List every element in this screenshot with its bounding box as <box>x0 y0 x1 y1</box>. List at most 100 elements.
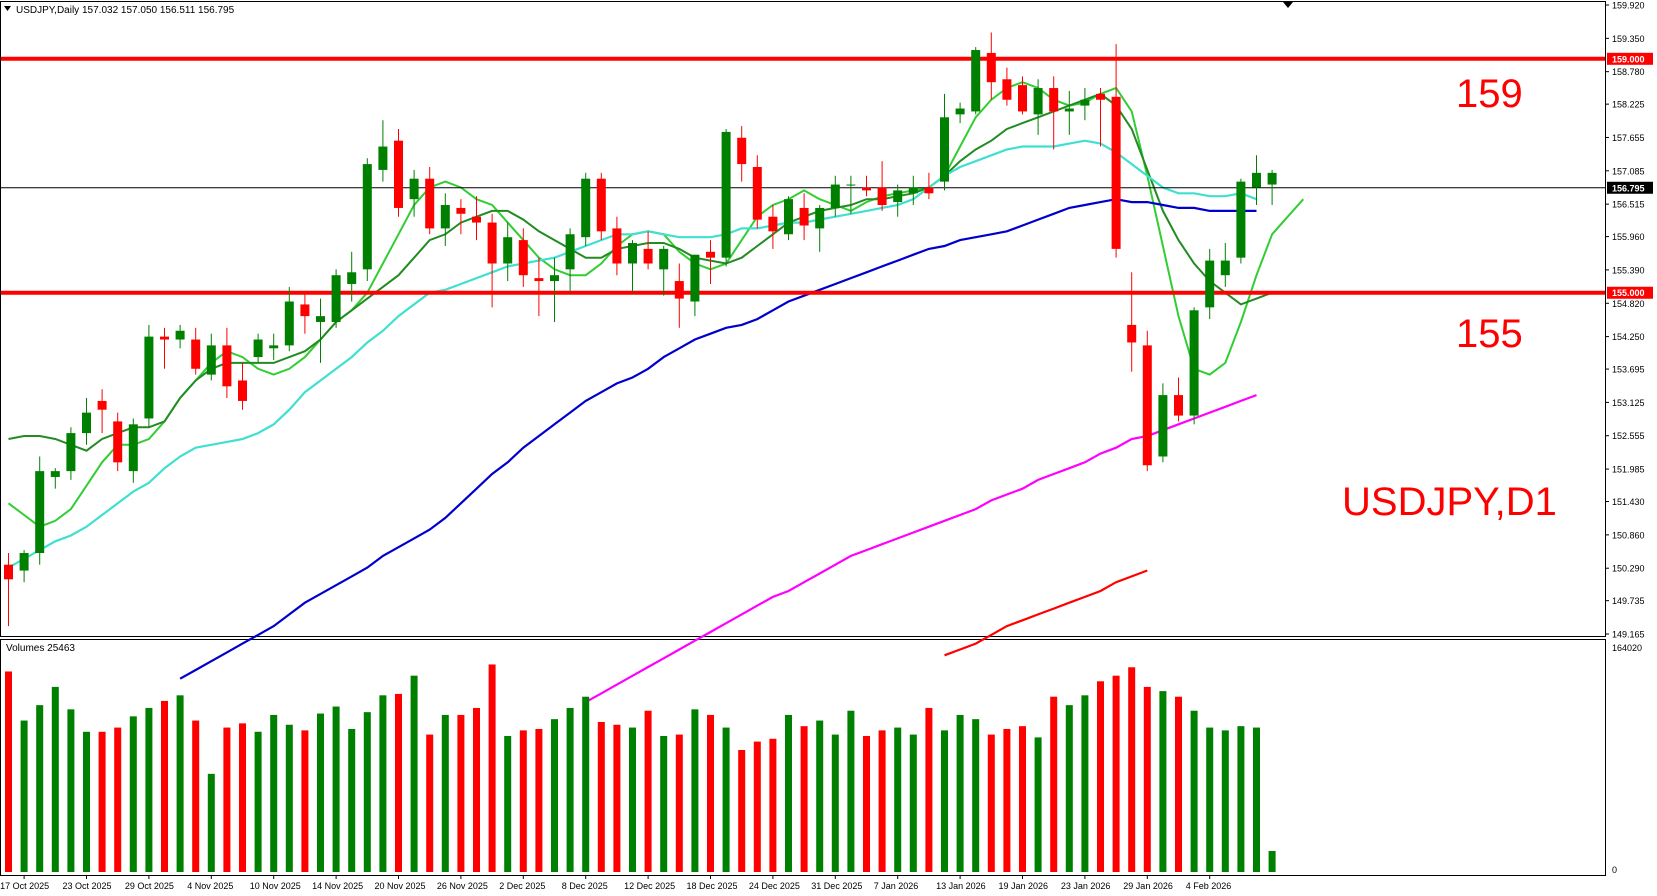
symbol-timeframe-annotation: USDJPY,D1 <box>1342 480 1557 524</box>
candle <box>830 175 840 217</box>
candle-body <box>1049 88 1059 112</box>
volume-bar <box>972 719 980 872</box>
candle <box>534 257 544 317</box>
volume-label: Volumes 25463 <box>6 643 75 654</box>
candle-body <box>518 240 528 276</box>
candle-body <box>1080 99 1090 106</box>
volume-bar <box>660 735 668 872</box>
volume-bar <box>145 707 153 872</box>
candle-body <box>191 339 201 369</box>
volume-bar <box>753 741 761 872</box>
volume-bar <box>785 714 792 872</box>
date-tick-label: 4 Nov 2025 <box>187 881 233 891</box>
price-tick-label: 154.820 <box>1612 299 1645 309</box>
volume-bar <box>894 727 902 872</box>
volume-bar <box>847 710 855 872</box>
volume-bar <box>613 724 621 872</box>
volume-bar <box>582 696 590 872</box>
price-tick-label: 149.165 <box>1612 630 1645 640</box>
candle <box>908 175 918 206</box>
candle-body <box>50 471 60 477</box>
volume-bar <box>176 695 184 872</box>
candle-body <box>1189 310 1199 416</box>
volume-bar <box>20 720 28 872</box>
candle-body <box>643 248 653 264</box>
date-tick-label: 10 Nov 2025 <box>250 881 301 891</box>
candle <box>82 398 91 445</box>
candle-body <box>66 433 76 472</box>
candle-body <box>253 339 263 358</box>
candle-body <box>487 222 497 264</box>
candle <box>394 128 403 217</box>
candle <box>66 427 76 480</box>
volume-bar <box>769 738 777 872</box>
candle <box>799 193 809 241</box>
price-label-text: 156.795 <box>1612 183 1645 193</box>
candle <box>1267 169 1277 206</box>
volume-bar <box>129 716 137 872</box>
moving-average-line <box>179 198 1257 680</box>
candle-body <box>160 336 169 340</box>
volume-bar <box>410 675 418 872</box>
candle <box>1033 79 1043 135</box>
candle <box>784 196 793 241</box>
candle-body <box>1142 345 1152 466</box>
date-axis: 17 Oct 2025 23 Oct 2025 29 Oct 2025 4 Nov 2… <box>0 875 1231 891</box>
volume-bar <box>1081 695 1089 872</box>
candle-body <box>347 272 357 284</box>
candle-body <box>472 216 481 223</box>
candle-body <box>440 205 450 229</box>
candle <box>846 175 856 214</box>
date-tick-label: 26 Nov 2025 <box>437 881 488 891</box>
price-tick-label: 151.985 <box>1612 465 1645 475</box>
candle <box>160 327 169 369</box>
candle-body <box>706 251 715 258</box>
volume-bar <box>473 707 480 872</box>
candle <box>612 216 622 276</box>
date-tick-label: 18 Dec 2025 <box>687 881 738 891</box>
price-tick-label: 152.555 <box>1612 431 1645 441</box>
candle <box>955 102 965 124</box>
candle <box>1220 243 1230 287</box>
candle <box>409 169 419 217</box>
candle-body <box>690 254 700 302</box>
candle <box>1002 67 1012 106</box>
volume-bar <box>1143 686 1151 872</box>
date-tick-label: 13 Jan 2026 <box>936 881 986 891</box>
candle-body <box>1064 108 1074 112</box>
candle-body <box>144 336 154 419</box>
volume-bar <box>1190 710 1198 872</box>
candle-body <box>596 178 606 232</box>
volume-bar <box>67 709 75 872</box>
volume-bar <box>457 714 465 872</box>
volume-bar <box>5 671 12 872</box>
price-tick-label: 157.655 <box>1612 133 1645 143</box>
candle <box>362 158 372 282</box>
candle-body <box>1174 395 1183 416</box>
candle <box>347 251 357 302</box>
level-159-annotation: 159 <box>1456 72 1523 116</box>
candle-body <box>893 190 903 203</box>
price-tick-label: 158.225 <box>1612 100 1645 110</box>
candle-body <box>409 178 419 200</box>
candle <box>456 199 466 235</box>
volume-bar <box>426 734 434 872</box>
candle-body <box>19 552 29 571</box>
volume-bar <box>816 720 824 872</box>
volume-bar <box>207 773 215 872</box>
volume-bar <box>566 707 574 872</box>
candle-body <box>628 243 637 264</box>
symbol-dropdown-icon[interactable] <box>4 6 11 11</box>
candle <box>674 263 684 328</box>
candle-body <box>456 207 466 214</box>
volume-bar <box>1175 696 1182 872</box>
volume-bar <box>551 719 558 872</box>
candle-body <box>862 187 871 191</box>
price-tick-label: 151.430 <box>1612 497 1645 507</box>
chart-shift-icon[interactable] <box>1283 2 1293 8</box>
price-tick-label: 150.290 <box>1612 564 1645 574</box>
candle <box>1064 90 1074 135</box>
volume-bar <box>925 707 933 872</box>
candle <box>815 205 825 252</box>
